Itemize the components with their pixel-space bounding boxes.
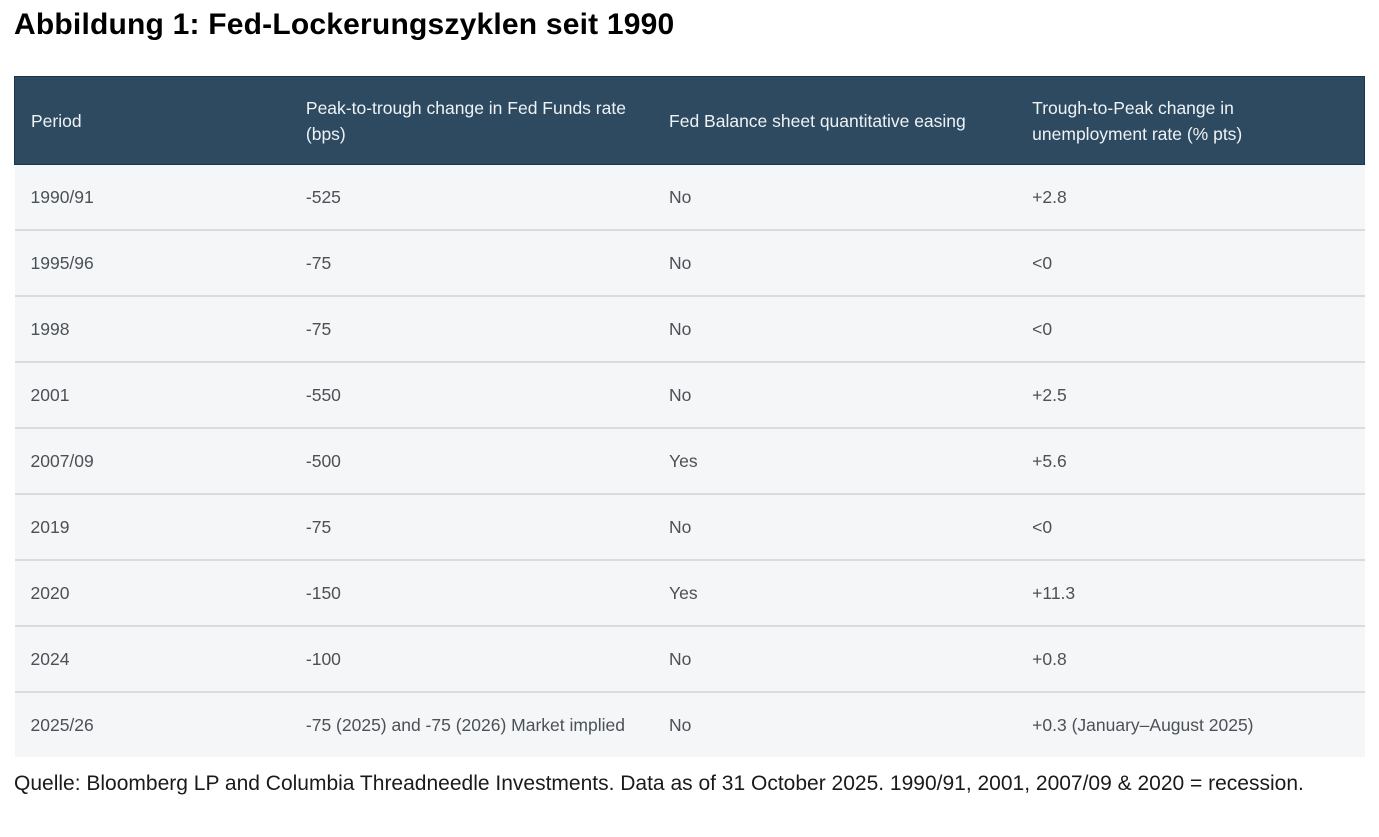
cell-rate-change: -75 <box>289 493 654 560</box>
cell-rate-change: -550 <box>289 361 654 428</box>
cell-qe: No <box>653 229 1017 296</box>
column-header-unemployment-change: Trough-to-Peak change in unemployment ra… <box>1016 76 1366 165</box>
cell-qe: Yes <box>653 427 1017 494</box>
cell-unemployment-change: +0.3 (January–August 2025) <box>1016 691 1365 757</box>
table-row-1995-96: 1995/96 -75 No <0 <box>14 229 1365 296</box>
cell-unemployment-change: <0 <box>1016 295 1365 362</box>
cell-unemployment-change: <0 <box>1016 493 1365 560</box>
table-row-1998: 1998 -75 No <0 <box>14 295 1365 362</box>
cell-unemployment-change: +0.8 <box>1016 625 1365 692</box>
cell-rate-change: -150 <box>289 559 654 626</box>
table-row-2020: 2020 -150 Yes +11.3 <box>14 559 1365 626</box>
cell-rate-change: -525 <box>289 164 654 230</box>
cell-qe: No <box>653 625 1017 692</box>
table-row-2019: 2019 -75 No <0 <box>14 493 1365 560</box>
cell-unemployment-change: +5.6 <box>1016 427 1365 494</box>
cell-period: 2020 <box>14 559 290 626</box>
table-header: Period Peak-to-trough change in Fed Fund… <box>13 76 1366 165</box>
cell-rate-change: -500 <box>289 427 654 494</box>
table-row-2025-26: 2025/26 -75 (2025) and -75 (2026) Market… <box>14 691 1365 757</box>
cell-period: 1995/96 <box>14 229 290 296</box>
cell-qe: No <box>653 493 1017 560</box>
table-row-2001: 2001 -550 No +2.5 <box>14 361 1365 428</box>
cell-unemployment-change: +2.5 <box>1016 361 1365 428</box>
cell-period: 2024 <box>14 625 290 692</box>
cell-rate-change: -75 (2025) and -75 (2026) Market implied <box>289 691 654 757</box>
table-row-2024: 2024 -100 No +0.8 <box>14 625 1365 692</box>
table-row-2007-09: 2007/09 -500 Yes +5.6 <box>14 427 1365 494</box>
column-header-period: Period <box>13 76 290 165</box>
figure-title: Abbildung 1: Fed-Lockerungszyklen seit 1… <box>14 8 675 41</box>
cell-unemployment-change: +11.3 <box>1016 559 1365 626</box>
cell-period: 2007/09 <box>14 427 290 494</box>
cell-period: 2001 <box>14 361 290 428</box>
table-row-1990-91: 1990/91 -525 No +2.8 <box>14 164 1365 230</box>
cell-qe: No <box>653 361 1017 428</box>
cell-rate-change: -75 <box>289 229 654 296</box>
fed-easing-cycles-table: Period Peak-to-trough change in Fed Fund… <box>13 76 1366 757</box>
table-body: 1990/91 -525 No +2.8 1995/96 -75 No <0 1… <box>14 164 1365 757</box>
source-note: Quelle: Bloomberg LP and Columbia Thread… <box>14 772 1304 795</box>
cell-period: 2019 <box>14 493 290 560</box>
cell-rate-change: -75 <box>289 295 654 362</box>
column-header-fed-funds-change: Peak-to-trough change in Fed Funds rate … <box>289 76 654 165</box>
table-header-row: Period Peak-to-trough change in Fed Fund… <box>13 76 1366 165</box>
cell-qe: No <box>653 691 1017 757</box>
cell-rate-change: -100 <box>289 625 654 692</box>
cell-qe: No <box>653 164 1017 230</box>
cell-period: 1990/91 <box>14 164 290 230</box>
cell-period: 1998 <box>14 295 290 362</box>
cell-unemployment-change: <0 <box>1016 229 1365 296</box>
cell-period: 2025/26 <box>14 691 290 757</box>
cell-unemployment-change: +2.8 <box>1016 164 1365 230</box>
cell-qe: Yes <box>653 559 1017 626</box>
cell-qe: No <box>653 295 1017 362</box>
column-header-qe: Fed Balance sheet quantitative easing <box>653 76 1017 165</box>
